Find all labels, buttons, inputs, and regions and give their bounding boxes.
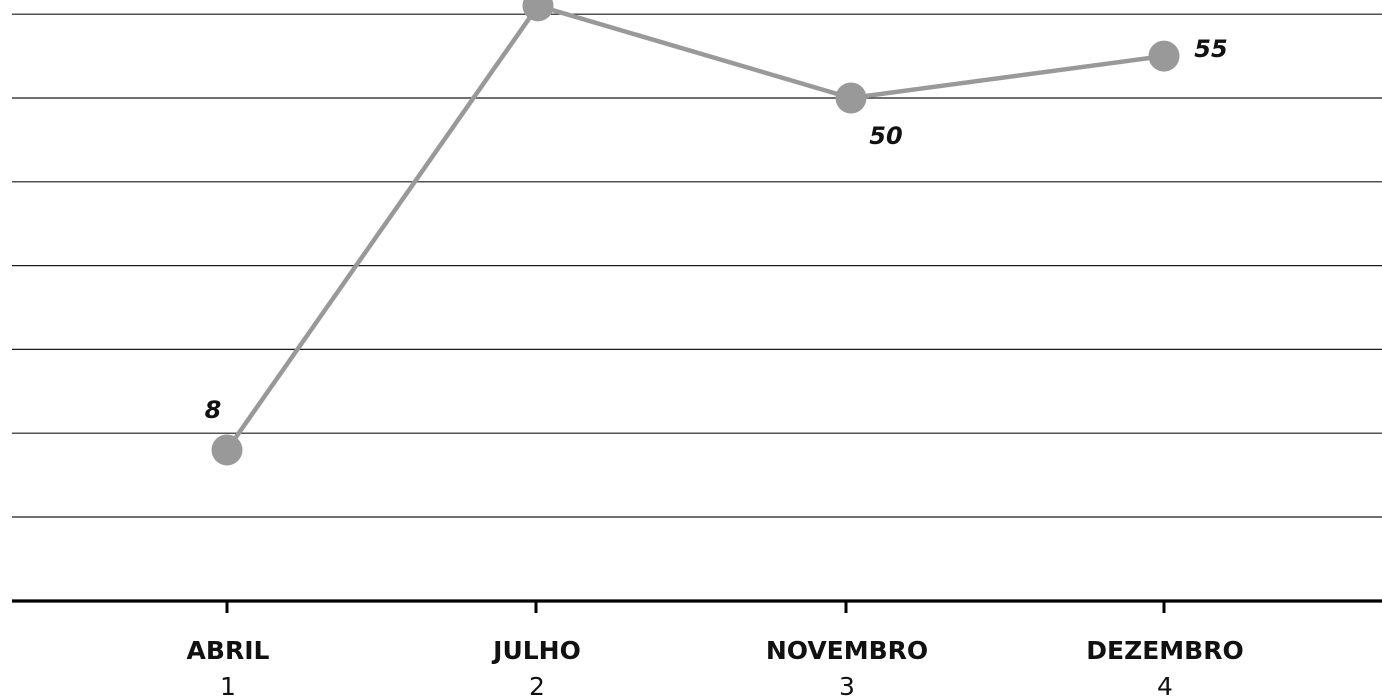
series-line-group [224, 3, 1167, 453]
x-tick-labels: ABRIL 1 JULHO 2 NOVEMBRO 3 DEZEMBRO 4 [187, 636, 1244, 697]
x-tick-number: 2 [529, 672, 545, 697]
data-point [522, 0, 554, 22]
data-label: 50 [869, 122, 902, 150]
data-label: 8 [205, 396, 222, 424]
x-tick-label: NOVEMBRO [766, 636, 928, 665]
x-tick-label: JULHO [491, 636, 581, 665]
data-point [211, 434, 243, 466]
data-label: 55 [1194, 35, 1227, 63]
data-points [211, 0, 1180, 466]
x-tick-label: ABRIL [187, 636, 270, 665]
x-tick-number: 3 [839, 672, 855, 697]
data-point [835, 82, 867, 114]
series-line [224, 3, 1167, 453]
x-tick-number: 4 [1157, 672, 1173, 697]
x-axis [12, 599, 1382, 613]
data-point [1148, 40, 1180, 72]
data-labels: 8615055 [205, 35, 1228, 424]
x-tick-number: 1 [220, 672, 236, 697]
x-tick-label: DEZEMBRO [1086, 636, 1243, 665]
